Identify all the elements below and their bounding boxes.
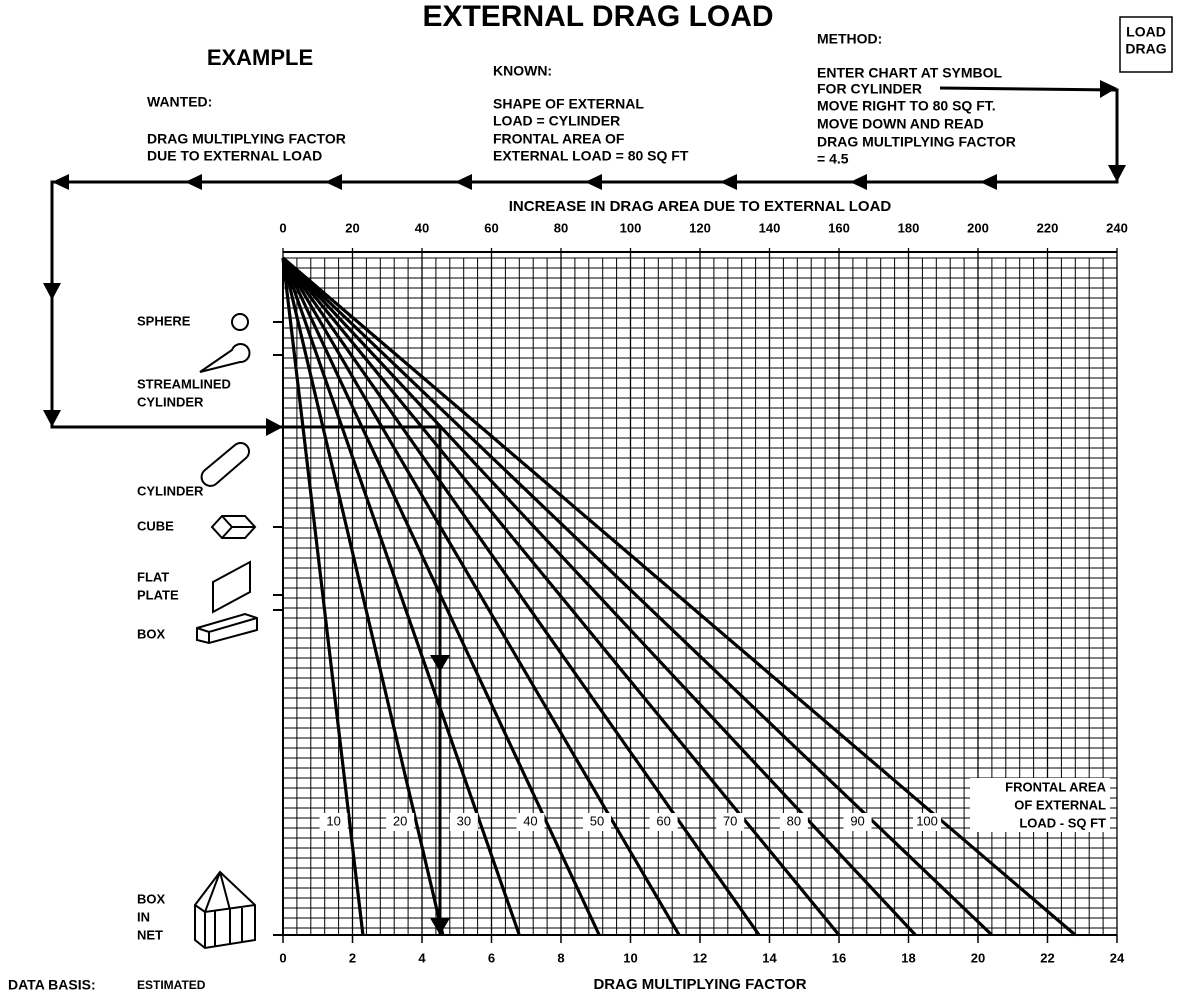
shape-label: BOX — [137, 891, 166, 906]
x-tick-label: 16 — [832, 950, 846, 965]
x2-tick-label: 240 — [1106, 220, 1128, 235]
x-tick-label: 18 — [901, 950, 915, 965]
area-line — [283, 258, 992, 935]
x-tick-label: 20 — [971, 950, 985, 965]
x2-tick-label: 100 — [620, 220, 642, 235]
x-tick-label: 4 — [418, 950, 426, 965]
area-line — [283, 258, 363, 935]
x2-tick-label: 0 — [279, 220, 286, 235]
known-label: KNOWN: — [493, 63, 552, 79]
area-line — [283, 258, 679, 935]
footer-label: DATA BASIS: — [8, 977, 96, 993]
method: = 4.5 — [817, 151, 849, 167]
area-label: 10 — [326, 813, 340, 828]
x2-tick-label: 180 — [898, 220, 920, 235]
series-title: FRONTAL AREA — [1005, 779, 1106, 794]
shape-label: STREAMLINED — [137, 376, 231, 391]
area-label: 20 — [393, 813, 407, 828]
known: SHAPE OF EXTERNAL — [493, 96, 644, 112]
area-line — [283, 258, 443, 935]
area-line — [283, 258, 759, 935]
known: FRONTAL AREA OF — [493, 131, 625, 147]
area-label: 40 — [523, 813, 537, 828]
x-tick-label: 14 — [762, 950, 777, 965]
chart: EXTERNAL DRAG LOAD LOAD DRAG EXAMPLE WAN… — [0, 0, 1183, 998]
x-tick-label: 2 — [349, 950, 356, 965]
area-line — [283, 258, 915, 935]
area-label: 50 — [590, 813, 604, 828]
area-label: 100 — [916, 813, 938, 828]
x-tick-label: 0 — [279, 950, 286, 965]
shape-icons — [195, 314, 257, 948]
x2-tick-label: 20 — [345, 220, 359, 235]
method: FOR CYLINDER — [817, 81, 922, 97]
x2-tick-label: 40 — [415, 220, 429, 235]
shape-label: BOX — [137, 626, 166, 641]
area-label: 30 — [457, 813, 471, 828]
x-tick-label: 6 — [488, 950, 495, 965]
x-tick-label: 10 — [623, 950, 637, 965]
method: MOVE RIGHT TO 80 SQ FT. — [817, 98, 996, 114]
shape-label: SPHERE — [137, 313, 191, 328]
shape-label: IN — [137, 909, 150, 924]
x2-tick-label: 140 — [759, 220, 781, 235]
title: EXTERNAL DRAG LOAD — [422, 0, 773, 33]
series-title: LOAD - SQ FT — [1019, 815, 1106, 830]
x-tick-label: 24 — [1110, 950, 1125, 965]
area-label: 70 — [723, 813, 737, 828]
shape-label: FLAT — [137, 569, 169, 584]
wanted-label: WANTED: — [147, 94, 212, 110]
known: LOAD = CYLINDER — [493, 113, 620, 129]
x2-tick-label: 120 — [689, 220, 711, 235]
x2-tick-label: 60 — [484, 220, 498, 235]
shape-label: CYLINDER — [137, 483, 204, 498]
badge: LOAD — [1126, 24, 1166, 40]
area-label: 80 — [787, 813, 801, 828]
method: ENTER CHART AT SYMBOL — [817, 65, 1003, 81]
wanted: DUE TO EXTERNAL LOAD — [147, 148, 322, 164]
badge: DRAG — [1125, 41, 1166, 57]
shape-label: PLATE — [137, 587, 179, 602]
method: MOVE DOWN AND READ — [817, 116, 984, 132]
example-title: EXAMPLE — [207, 45, 313, 70]
wanted: DRAG MULTIPLYING FACTOR — [147, 131, 346, 147]
x2-tick-label: 220 — [1037, 220, 1059, 235]
x-tick-label: 8 — [557, 950, 564, 965]
shape-label: CUBE — [137, 518, 174, 533]
x2-tick-label: 200 — [967, 220, 989, 235]
method: DRAG MULTIPLYING FACTOR — [817, 134, 1016, 150]
area-label: 60 — [656, 813, 670, 828]
shape-label: CYLINDER — [137, 394, 204, 409]
footer-value: ESTIMATED — [137, 978, 206, 992]
shape-label: NET — [137, 927, 163, 942]
x-tick-label: 12 — [693, 950, 707, 965]
area-label: 90 — [850, 813, 864, 828]
method-label: METHOD: — [817, 31, 882, 47]
known: EXTERNAL LOAD = 80 SQ FT — [493, 148, 689, 164]
x-tick-label: 22 — [1040, 950, 1054, 965]
series-title: OF EXTERNAL — [1014, 797, 1106, 812]
x-axis-title: DRAG MULTIPLYING FACTOR — [593, 976, 806, 993]
x2-axis-title: INCREASE IN DRAG AREA DUE TO EXTERNAL LO… — [509, 198, 892, 215]
x2-tick-label: 80 — [554, 220, 568, 235]
x2-tick-label: 160 — [828, 220, 850, 235]
